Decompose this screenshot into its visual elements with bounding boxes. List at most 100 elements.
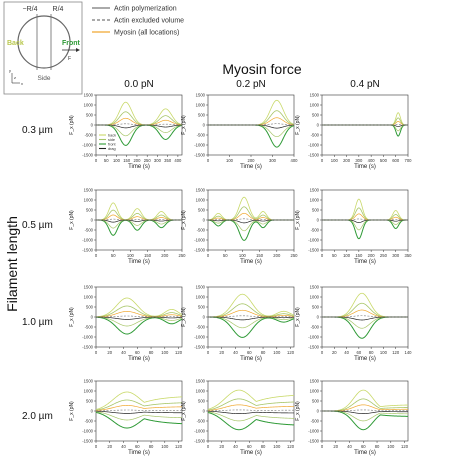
force-label: F [68,56,71,62]
panel-frame [95,286,183,348]
panel: -1500 -1000 -500 0 500 1000 1500 0 50 100 150 200 25… [69,188,186,266]
y-tick-label: -500 [311,133,320,138]
y-axis-label: F_x (pN) [295,210,301,230]
y-tick-label: 1000 [310,198,320,203]
column-label: 0.2 pN [236,79,265,90]
inset-legend-label: back [108,133,116,137]
y-tick-label: 0 [317,123,320,128]
series-side [95,305,183,318]
x-tick-label: 60 [247,444,252,449]
y-tick-label: 1000 [310,103,320,108]
x-tick-label: 0 [321,350,324,355]
y-tick-label: 1500 [84,188,94,193]
series-side [96,209,182,221]
x-tick-label: 150 [144,253,152,258]
x-tick-label: 60 [135,350,140,355]
y-tick-label: 1000 [196,103,206,108]
column-label: 0.4 pN [350,79,379,90]
x-tick-label: 400 [291,158,299,163]
series-side-neg [96,219,182,229]
x-tick-label: 150 [256,253,264,258]
x-tick-label: 250 [380,253,388,258]
x-tick-label: 200 [273,253,281,258]
y-tick-label: -1500 [194,345,205,350]
x-tick-label: 20 [332,350,337,355]
y-tick-label: 0 [317,218,320,223]
series-drag [207,410,295,414]
x-tick-label: 300 [154,158,162,163]
x-tick-label: 300 [355,158,363,163]
x-tick-label: 40 [347,444,352,449]
r4-label: R/4 [53,6,64,13]
series-actin-excluded [95,409,182,412]
x-tick-label: 300 [392,253,400,258]
y-tick-label: -500 [311,228,320,233]
x-tick-label: 100 [273,444,281,449]
series-side-neg [208,316,295,329]
y-tick-label: -1000 [308,238,319,243]
y-tick-label: 500 [86,208,94,213]
series-myosin [208,309,295,318]
schematic-frame [3,1,83,95]
y-tick-label: 0 [91,315,94,320]
y-tick-label: 0 [203,123,206,128]
x-tick-label: 60 [361,444,366,449]
y-axis-label: F_x (pN) [181,401,187,421]
y-tick-label: 500 [198,305,206,310]
y-tick-label: -500 [197,325,206,330]
x-tick-label: 50 [223,253,228,258]
x-tick-label: 20 [107,350,112,355]
x-axis-label: Time (s) [128,259,150,265]
x-tick-label: 100 [161,350,169,355]
y-tick-label: -500 [197,133,206,138]
x-tick-label: 80 [369,350,374,355]
x-tick-label: 100 [380,350,388,355]
panel: -1500 -1000 -500 0 500 1000 1500 0 50 100 150 200 25… [295,188,412,266]
y-tick-label: 0 [203,409,206,414]
series-back [207,389,295,410]
series-actin-excluded [322,124,408,126]
y-tick-label: -500 [311,419,320,424]
panel: -1500 -1000 -500 0 500 1000 1500 0 20 40 60 80 100 12… [69,285,183,363]
panel: -1500 -1000 -500 0 500 1000 1500 0 100 200 300 400 5… [295,93,412,171]
row-label: 0.3 µm [22,125,53,136]
x-tick-label: 0 [95,350,98,355]
x-tick-label: 120 [392,350,400,355]
series-back [96,202,182,221]
series-front [95,316,183,335]
panel: -1500 -1000 -500 0 500 1000 1500 0 20 40 60 80 100 12… [181,379,295,457]
axis-x-label: x [21,81,23,86]
y-axis-label: F_x (pN) [69,401,75,421]
inset-legend-label: side [108,138,115,142]
y-tick-label: 1000 [84,295,94,300]
side-label: Side [37,75,50,82]
column-labels: 0.0 pN 0.2 pN 0.4 pN [124,79,379,90]
y-tick-label: 500 [312,113,320,118]
y-tick-label: -1500 [308,248,319,253]
x-axis-label: Time (s) [354,164,376,170]
y-tick-label: -1500 [308,153,319,158]
x-axis-label: Time (s) [128,356,150,362]
x-tick-label: 0 [207,444,210,449]
y-axis-label: F_x (pN) [295,115,301,135]
y-tick-label: -1000 [82,429,93,434]
y-tick-label: 0 [203,315,206,320]
x-axis-label: Time (s) [240,450,262,456]
x-tick-label: 100 [273,350,281,355]
x-tick-label: 100 [113,158,121,163]
panel: -1500 -1000 -500 0 500 1000 1500 0 20 40 60 80 100 12… [69,379,183,457]
x-tick-label: 250 [179,253,187,258]
y-axis-label: F_x (pN) [181,115,187,135]
y-tick-label: -1000 [194,429,205,434]
inset-legend-label: front [108,142,117,146]
series-front [207,316,295,338]
x-tick-label: 0 [207,158,210,163]
y-tick-label: 0 [91,123,94,128]
y-tick-label: -500 [85,325,94,330]
column-label: 0.0 pN [124,79,153,90]
legend-label-actin-excluded-volume: Actin excluded volume [114,18,184,25]
y-axis-label: F_x (pN) [295,307,301,327]
y-tick-label: -1500 [82,248,93,253]
y-tick-label: -500 [197,228,206,233]
